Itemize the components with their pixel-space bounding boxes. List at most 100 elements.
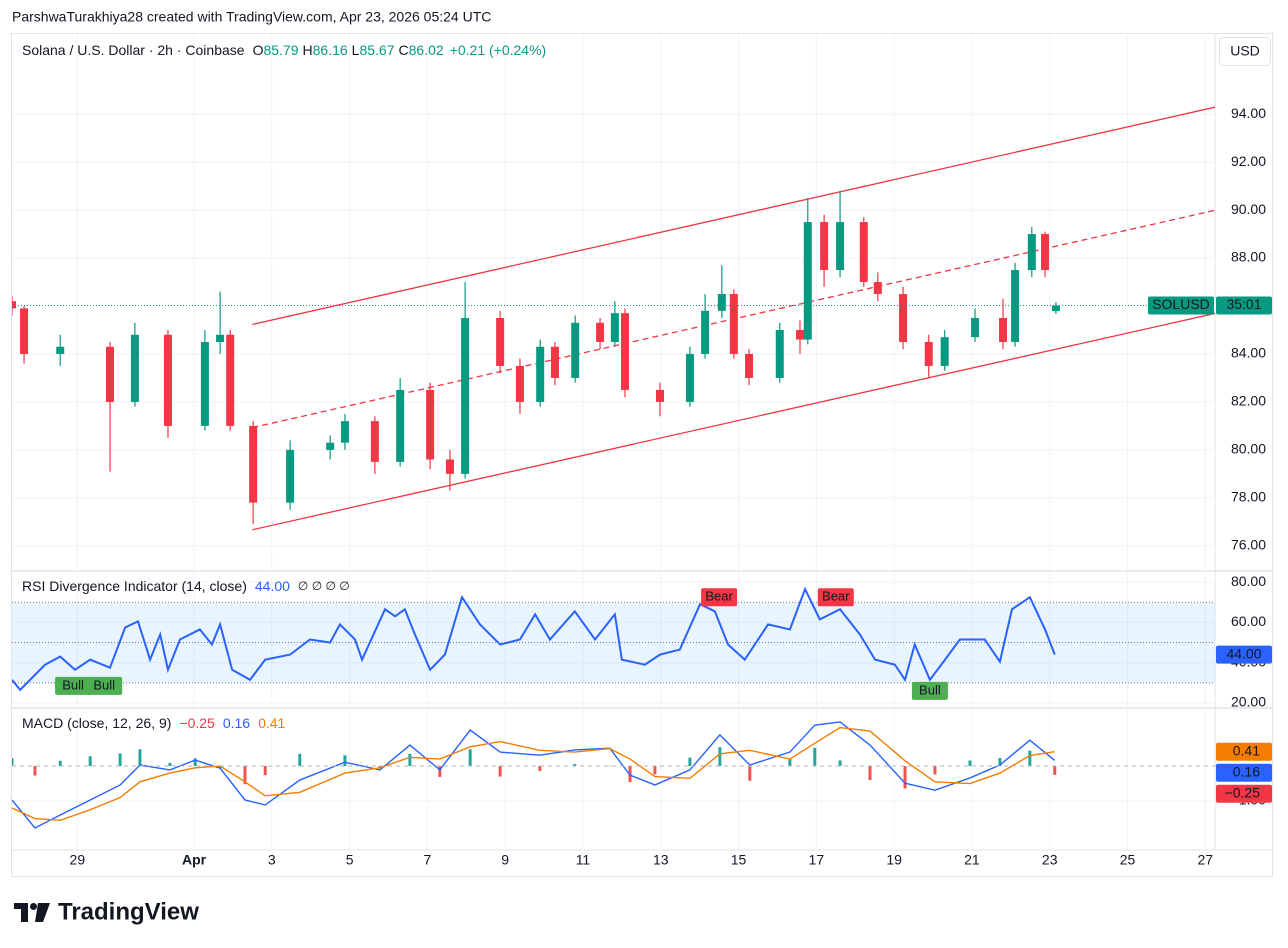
histogram-bar [138, 749, 142, 767]
candle-body [12, 301, 16, 309]
candle-body [803, 222, 812, 340]
ohlc-label: L [352, 42, 360, 58]
divergence-label: Bull [93, 677, 115, 692]
histogram-bar [263, 766, 267, 776]
candle-body [717, 294, 726, 311]
header: ParshwaTurakhiya28 created with TradingV… [12, 9, 491, 25]
value: 44.00 [255, 578, 290, 594]
y-tick-label: 92.00 [1231, 153, 1266, 169]
histogram-bar [968, 760, 972, 767]
countdown: 35:01 [1226, 296, 1261, 312]
candle-body [620, 313, 629, 390]
legend: RSI Divergence Indicator (14, close) 44.0… [22, 578, 350, 594]
title: Solana / U.S. Dollar · 2h · Coinbase [22, 42, 245, 58]
divergence-tag [55, 676, 92, 695]
candle-body [571, 322, 580, 378]
divergence-tag [911, 681, 948, 700]
ohlc-value: 86.16 [313, 42, 348, 58]
x-tick-label: 23 [1042, 852, 1058, 868]
histogram-bar [1053, 766, 1057, 775]
histogram-bar [298, 753, 302, 767]
x-tick-label: 29 [70, 852, 86, 868]
logo-mark [14, 903, 28, 922]
macd-line [12, 721, 1056, 829]
price-tag [1216, 296, 1272, 315]
y-tick-label: 90.00 [1231, 201, 1266, 217]
value-tag-label: 0.41 [1233, 742, 1260, 758]
logo-mark [35, 903, 50, 922]
candle-body [745, 353, 754, 378]
x-tick-label: 9 [501, 852, 509, 868]
candle-body [729, 294, 738, 354]
candle-body [596, 322, 605, 342]
candle-body [226, 334, 235, 426]
y-tick-label: 78.00 [1231, 489, 1266, 505]
histogram-bar [498, 766, 502, 777]
candle-body [396, 389, 405, 462]
y-tick-label: 80.00 [1231, 573, 1266, 589]
trend-line [252, 312, 1215, 531]
macd-line [12, 726, 1055, 821]
x-tick-label: 19 [886, 852, 902, 868]
divergence-tag [86, 676, 123, 695]
candle-body [249, 425, 258, 503]
legend: MACD (close, 12, 26, 9) −0.25 0.16 0.41 [22, 715, 286, 731]
candle-body [924, 341, 933, 366]
candle-body [326, 442, 335, 450]
y-tick-label: 76.00 [1231, 537, 1266, 553]
candle-body [1027, 234, 1036, 271]
histogram-bar [12, 758, 14, 767]
histogram-bar [1028, 750, 1032, 767]
candle-body [515, 365, 524, 402]
candle-body [340, 421, 349, 443]
value: −0.25 [179, 715, 215, 731]
logo [14, 903, 50, 922]
currency-button[interactable] [1219, 37, 1271, 66]
ohlc-value: 86.02 [409, 42, 444, 58]
candle-body [163, 334, 172, 426]
candle-body [820, 222, 829, 271]
divergence-label: Bull [62, 677, 84, 692]
candle-body [999, 317, 1008, 342]
currency[interactable]: USD [1230, 43, 1260, 59]
histogram-bar [193, 758, 197, 767]
histogram-bar [868, 766, 872, 781]
candle-body [701, 310, 710, 354]
candle-body [795, 329, 804, 340]
ohlc-label: O [253, 42, 264, 58]
histogram-bar [653, 766, 657, 775]
value: 0.41 [258, 715, 285, 731]
brand: TradingView [58, 898, 199, 925]
candle-body [550, 346, 559, 378]
candle-body [1051, 305, 1060, 312]
histogram-bar [903, 766, 907, 789]
candle-body [1041, 234, 1050, 271]
candle-body [940, 337, 949, 366]
change: +0.21 (+0.24%) [450, 42, 547, 58]
trend-line [252, 106, 1215, 326]
x-tick-label: 3 [268, 852, 276, 868]
value-tag [1216, 742, 1272, 761]
divergence-tag [817, 588, 854, 607]
candle-body [20, 308, 29, 354]
candle-body [461, 317, 470, 474]
title: RSI Divergence Indicator (14, close) [22, 578, 247, 594]
candle-body [859, 222, 868, 283]
candle-body [873, 282, 882, 295]
ohlc-label: C [399, 42, 409, 58]
pane [12, 721, 1215, 829]
candle-body [685, 353, 694, 402]
extra: ∅ ∅ ∅ ∅ [298, 579, 350, 593]
title: MACD (close, 12, 26, 9) [22, 715, 171, 731]
candle-body [610, 313, 619, 342]
candle-body [899, 294, 908, 342]
divergence-label: Bear [822, 589, 850, 604]
candle-body [56, 346, 65, 354]
x-tick-label: 25 [1120, 852, 1136, 868]
pane [12, 106, 1215, 547]
x-tick-label: Apr [182, 852, 207, 868]
value-tag [1216, 645, 1272, 664]
x-tick-label: 27 [1197, 852, 1213, 868]
symbol: SOLUSD [1152, 296, 1210, 312]
